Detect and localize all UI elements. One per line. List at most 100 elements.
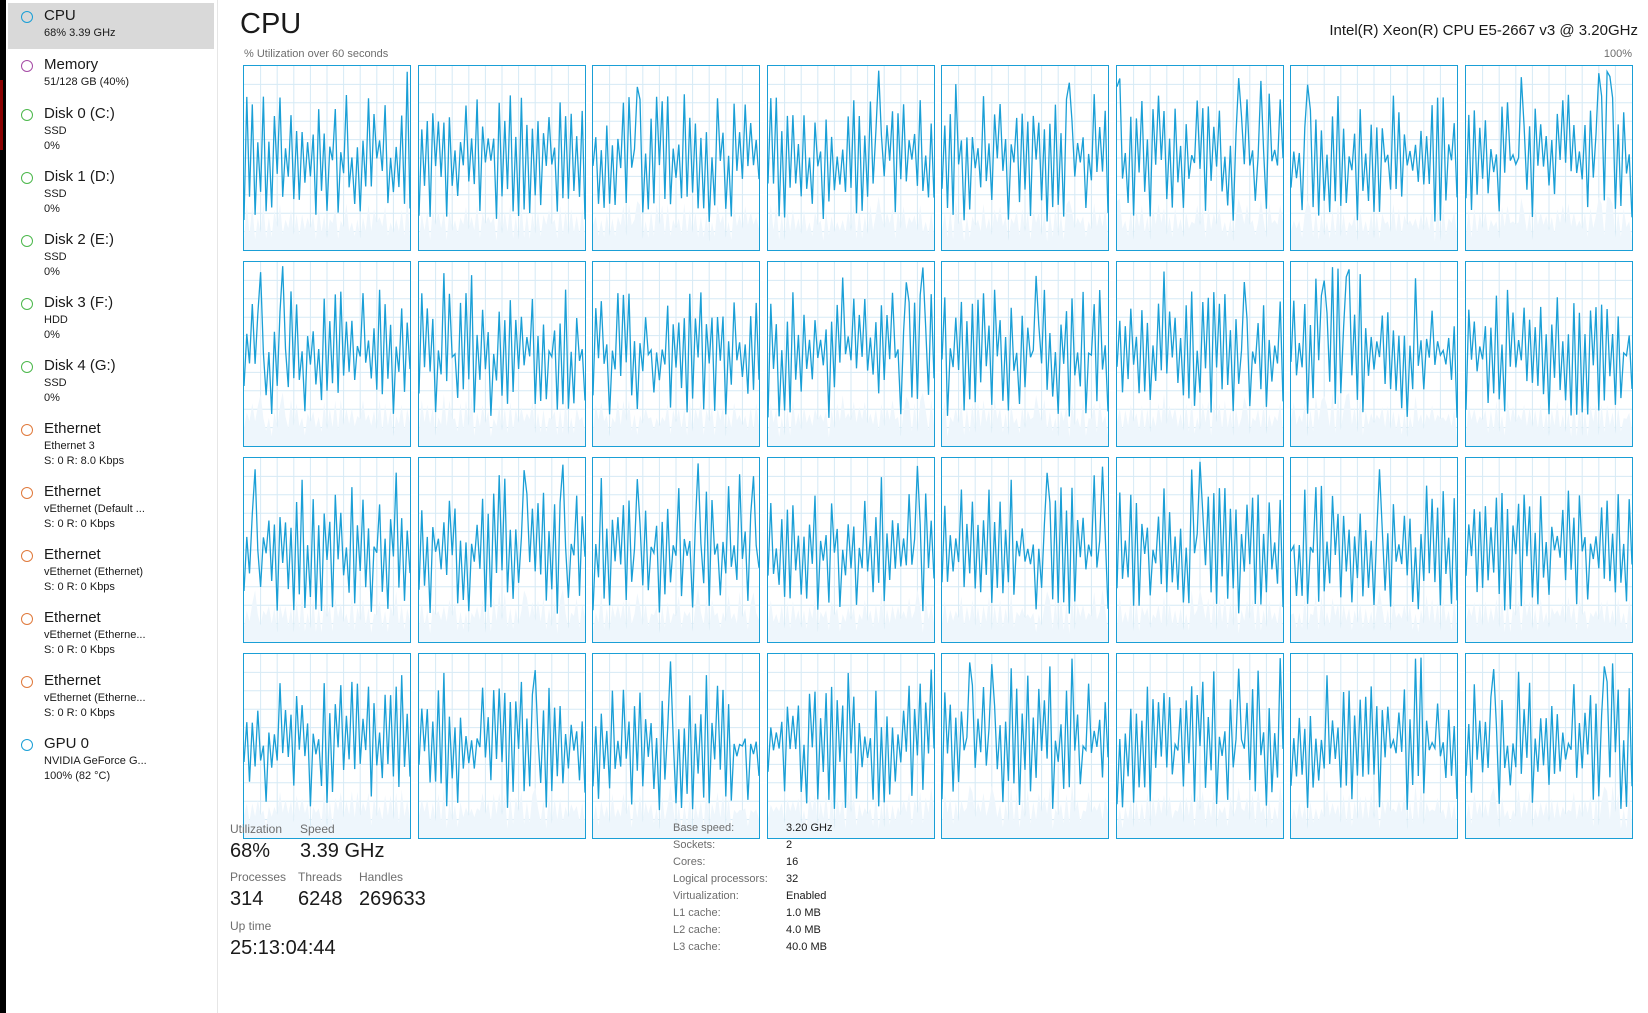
core-graph-svg: [418, 262, 585, 446]
core-graph-line: [942, 275, 1108, 417]
spec-value: Enabled: [786, 890, 827, 902]
handles-label: Handles: [359, 870, 404, 884]
utilization-value: 68%: [230, 840, 271, 862]
core-graph-3: [766, 65, 935, 251]
sidebar-item-subtitle: SSD: [44, 188, 67, 200]
core-graph-area: [1116, 784, 1283, 838]
sidebar-item-ethernet-11[interactable]: Ethernet vEthernet (Etherne... S: 0 R: 0 K…: [8, 668, 214, 728]
core-graph-svg: [244, 262, 410, 446]
sidebar-item-detail: 0%: [44, 140, 60, 152]
core-graph-line: [1465, 289, 1632, 416]
sidebar-item-disk-4-g-6[interactable]: Disk 4 (G:) SSD 0%: [8, 353, 214, 413]
sidebar-divider: [217, 0, 218, 1013]
sidebar-item-ethernet-8[interactable]: Ethernet vEthernet (Default ... S: 0 R: 0 …: [8, 479, 214, 539]
sidebar-item-ethernet-10[interactable]: Ethernet vEthernet (Etherne... S: 0 R: 0 K…: [8, 605, 214, 665]
sidebar-item-disk-3-f-5[interactable]: Disk 3 (F:) HDD 0%: [8, 290, 214, 350]
page-title: CPU: [240, 8, 302, 40]
sidebar-item-disk-1-d-3[interactable]: Disk 1 (D:) SSD 0%: [8, 164, 214, 224]
sidebar-item-title: Ethernet: [44, 672, 101, 689]
sidebar-item-title: Ethernet: [44, 420, 101, 437]
core-graph-area: [1291, 392, 1457, 446]
core-graph-area: [1465, 596, 1632, 642]
core-graph-area: [1465, 196, 1632, 250]
spec-value: 16: [786, 856, 799, 868]
core-graph-line: [767, 669, 934, 809]
core-graph-area: [593, 201, 759, 250]
sidebar-item-title: Disk 1 (D:): [44, 168, 115, 185]
spec-value: 2: [786, 839, 793, 851]
core-graph-line: [1116, 271, 1283, 413]
core-graph-area: [1291, 200, 1457, 250]
core-graph-line: [244, 675, 410, 807]
spec-label: Logical processors:: [673, 873, 768, 885]
core-graph-svg: [593, 654, 759, 838]
core-graph-area: [1465, 399, 1632, 446]
core-graph-svg: [942, 654, 1108, 838]
core-graph-svg: [1116, 458, 1283, 642]
core-graph-area: [767, 787, 934, 838]
core-graph-8: [243, 261, 411, 447]
sidebar-item-subtitle: 68% 3.39 GHz: [44, 27, 116, 39]
core-graph-area: [767, 392, 934, 446]
sidebar-item-detail: S: 0 R: 0 Kbps: [44, 707, 115, 719]
sidebar-item-detail: 0%: [44, 203, 60, 215]
core-graph-line: [593, 292, 759, 415]
sidebar-item-detail: 0%: [44, 329, 60, 341]
core-graph-23: [1464, 457, 1633, 643]
core-graph-svg: [942, 262, 1108, 446]
spec-value: 3.20 GHz: [786, 822, 833, 834]
core-graph-svg: [418, 66, 585, 250]
core-graph-line: [244, 469, 410, 612]
core-graph-area: [1116, 393, 1283, 446]
sidebar-item-disk-2-e-4[interactable]: Disk 2 (E:) SSD 0%: [8, 227, 214, 287]
sidebar-item-cpu-0[interactable]: CPU 68% 3.39 GHz: [8, 3, 214, 49]
sidebar-item-detail: S: 0 R: 0 Kbps: [44, 581, 115, 593]
status-circle-icon: [21, 172, 33, 184]
core-graph-svg: [1465, 66, 1632, 250]
sidebar-item-ethernet-9[interactable]: Ethernet vEthernet (Ethernet) S: 0 R: 0 Kb…: [8, 542, 214, 602]
core-graph-area: [593, 399, 759, 446]
sidebar-item-subtitle: HDD: [44, 314, 68, 326]
sidebar-item-ethernet-7[interactable]: Ethernet Ethernet 3 S: 0 R: 8.0 Kbps: [8, 416, 214, 476]
core-graph-25: [417, 653, 586, 839]
core-graph-24: [243, 653, 411, 839]
core-graph-svg: [1291, 66, 1457, 250]
sidebar-item-gpu-0-12[interactable]: GPU 0 NVIDIA GeForce G... 100% (82 °C): [8, 731, 214, 791]
core-graph-line: [1291, 657, 1457, 810]
core-graph-svg: [767, 66, 934, 250]
core-graph-line: [418, 95, 585, 220]
core-graph-line: [1465, 69, 1632, 218]
core-graph-area: [1116, 587, 1283, 642]
core-graph-22: [1290, 457, 1458, 643]
sidebar-item-detail: S: 0 R: 8.0 Kbps: [44, 455, 125, 467]
core-graph-5: [1115, 65, 1284, 251]
speed-value: 3.39 GHz: [300, 840, 385, 862]
core-graph-area: [593, 588, 759, 642]
core-graph-svg: [244, 458, 410, 642]
sidebar-item-disk-0-c-2[interactable]: Disk 0 (C:) SSD 0%: [8, 101, 214, 161]
core-graph-26: [592, 653, 760, 839]
core-graph-svg: [1116, 66, 1283, 250]
core-graph-line: [1116, 658, 1283, 808]
core-graph-svg: [767, 654, 934, 838]
sidebar-item-subtitle: NVIDIA GeForce G...: [44, 755, 147, 767]
sidebar-item-subtitle: SSD: [44, 377, 67, 389]
core-graph-area: [244, 590, 410, 642]
status-circle-icon: [21, 109, 33, 121]
core-graph-6: [1290, 65, 1458, 251]
threads-label: Threads: [298, 870, 343, 884]
core-graph-area: [942, 589, 1108, 642]
spec-value: 32: [786, 873, 799, 885]
core-graph-13: [1115, 261, 1284, 447]
sidebar-item-subtitle: vEthernet (Etherne...: [44, 629, 146, 641]
handles-value: 269633: [359, 888, 426, 910]
sidebar-item-memory-1[interactable]: Memory 51/128 GB (40%): [8, 52, 214, 98]
core-graph-svg: [593, 262, 759, 446]
core-graph-line: [418, 273, 585, 416]
core-graph-area: [1116, 198, 1283, 250]
core-graph-svg: [244, 66, 410, 250]
core-graph-line: [593, 463, 759, 613]
core-graph-0: [243, 65, 411, 251]
core-graph-line: [1116, 461, 1283, 614]
sidebar-item-title: Memory: [44, 56, 99, 73]
